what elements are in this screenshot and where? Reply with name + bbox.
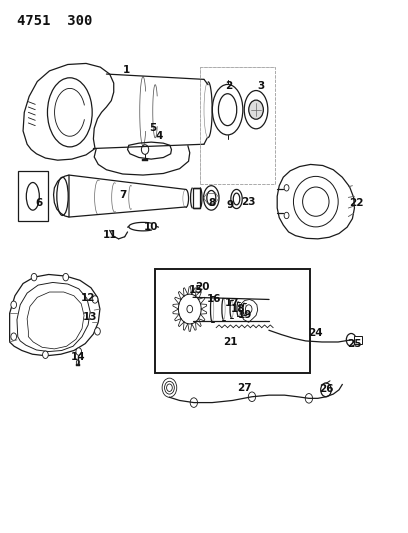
Text: 1: 1 xyxy=(123,65,131,75)
Circle shape xyxy=(42,351,48,359)
Circle shape xyxy=(11,301,17,309)
Text: 21: 21 xyxy=(223,337,238,347)
Text: 22: 22 xyxy=(349,198,364,208)
Text: 24: 24 xyxy=(308,328,323,338)
Text: 3: 3 xyxy=(257,81,264,91)
Circle shape xyxy=(305,393,313,403)
Text: 5: 5 xyxy=(150,123,157,133)
Text: 12: 12 xyxy=(81,293,95,303)
Circle shape xyxy=(76,348,82,356)
Text: 20: 20 xyxy=(195,282,209,292)
Text: 25: 25 xyxy=(347,338,362,349)
Circle shape xyxy=(246,305,252,313)
Circle shape xyxy=(11,333,17,341)
Circle shape xyxy=(190,398,197,407)
Text: 23: 23 xyxy=(242,197,256,207)
Bar xyxy=(18,171,48,221)
Circle shape xyxy=(63,273,69,281)
Circle shape xyxy=(31,273,37,281)
Bar xyxy=(355,336,362,344)
Circle shape xyxy=(92,296,98,303)
Text: 17: 17 xyxy=(224,297,239,308)
Text: 19: 19 xyxy=(237,310,252,320)
Text: 2: 2 xyxy=(225,81,232,91)
Circle shape xyxy=(284,212,289,219)
Circle shape xyxy=(142,145,149,155)
Circle shape xyxy=(95,328,100,335)
Circle shape xyxy=(76,360,80,365)
Text: 10: 10 xyxy=(144,222,158,232)
Circle shape xyxy=(248,392,256,401)
Circle shape xyxy=(284,184,289,191)
Text: 18: 18 xyxy=(231,304,246,314)
Bar xyxy=(193,188,200,208)
Circle shape xyxy=(321,383,331,397)
Text: 4: 4 xyxy=(155,131,163,141)
Bar xyxy=(200,67,275,184)
Bar xyxy=(155,269,310,373)
Text: 13: 13 xyxy=(83,312,98,322)
Text: 9: 9 xyxy=(226,200,233,211)
Text: 26: 26 xyxy=(319,384,333,394)
Text: 8: 8 xyxy=(208,198,216,208)
Text: 27: 27 xyxy=(237,383,252,393)
Text: 16: 16 xyxy=(207,294,222,304)
Text: 14: 14 xyxy=(71,352,85,362)
Text: 4751  300: 4751 300 xyxy=(17,14,92,28)
Circle shape xyxy=(249,100,264,119)
Text: 7: 7 xyxy=(119,190,126,200)
Bar xyxy=(142,159,148,161)
Text: 6: 6 xyxy=(35,198,43,208)
Circle shape xyxy=(346,334,356,346)
Bar xyxy=(75,364,80,367)
Text: 15: 15 xyxy=(188,286,203,295)
Text: 11: 11 xyxy=(102,230,117,240)
